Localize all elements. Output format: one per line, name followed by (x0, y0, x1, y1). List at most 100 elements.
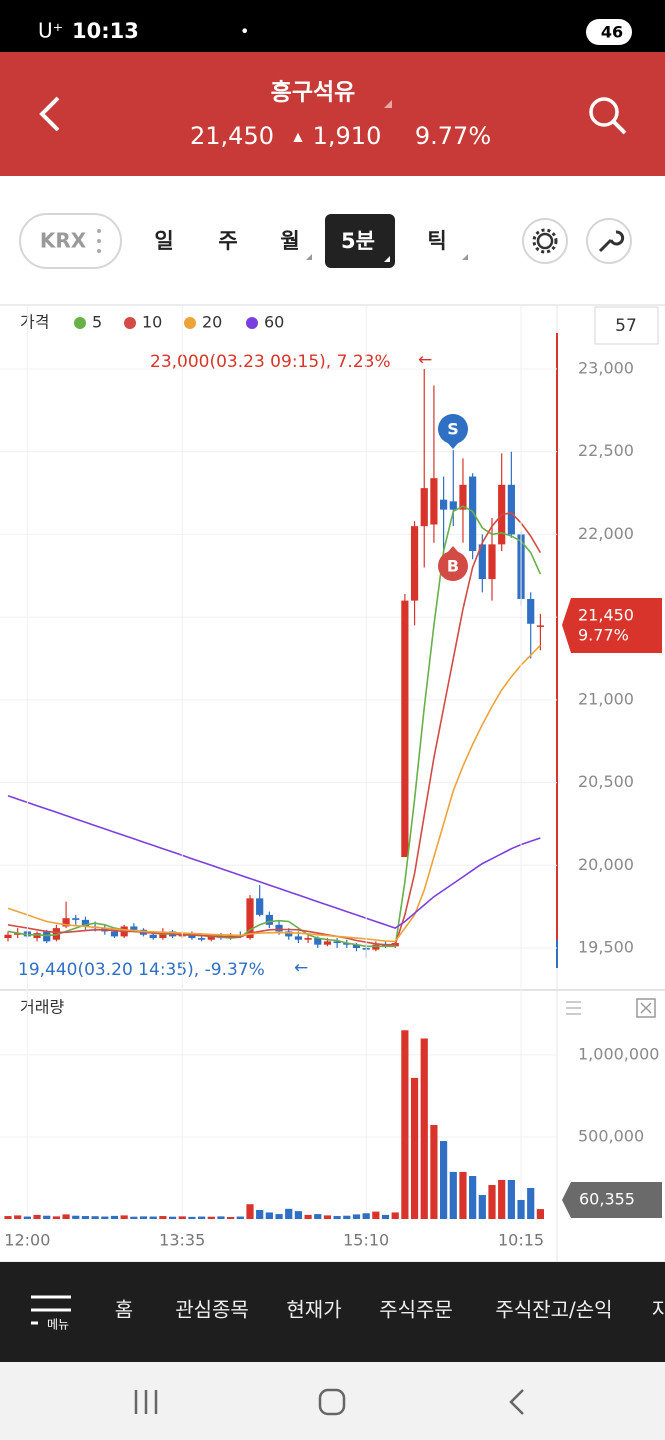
sell-signal (438, 414, 468, 444)
nav-item[interactable]: 관심종목 (175, 1298, 249, 1322)
volume-bar (62, 1214, 70, 1219)
search-icon (611, 119, 627, 135)
x-tick-label: 10:15 (498, 1231, 544, 1250)
period-tab[interactable]: 5분 (341, 229, 375, 253)
change-arrow: ▲ (293, 130, 303, 144)
candle-body (527, 598, 535, 624)
selected-tab-bg[interactable] (325, 214, 395, 268)
candle-body (81, 919, 90, 927)
header (0, 52, 665, 176)
volume-bar (488, 1185, 496, 1219)
legend-label: 60 (264, 313, 284, 332)
volume-bar (14, 1215, 22, 1219)
menu-icon[interactable] (31, 1295, 71, 1312)
candle-body (130, 926, 138, 930)
volume-bar (420, 1038, 428, 1219)
y-tick-label: 500,000 (578, 1126, 644, 1145)
volume-tag-text: 60,355 (579, 1190, 635, 1209)
y-tick-label: 1,000,000 (578, 1044, 659, 1063)
period-box[interactable] (594, 306, 659, 345)
high-annotation: 23,000(03.23 09:15), 7.23% (150, 352, 391, 372)
menu-icon[interactable] (566, 1001, 581, 1015)
candle-body (198, 938, 206, 940)
ma-line (7, 505, 542, 948)
period-tab[interactable]: 일 (154, 229, 173, 253)
status-bar (0, 0, 665, 52)
nav-item[interactable]: 현재가 (286, 1298, 341, 1322)
nav-item[interactable]: 자 (652, 1298, 665, 1322)
volume-bar (227, 1217, 235, 1219)
recents-button[interactable] (134, 1390, 158, 1414)
period-tab[interactable]: 월 (280, 229, 299, 253)
sell-signal (447, 442, 459, 449)
candle-body (420, 488, 428, 527)
volume-bar (372, 1211, 380, 1219)
volume-bar (159, 1216, 167, 1219)
volume-bar (265, 1212, 273, 1219)
volume-bar (314, 1214, 322, 1219)
volume-bar (333, 1216, 341, 1219)
period-tab[interactable]: 주 (218, 229, 237, 253)
volume-bar (449, 1171, 457, 1219)
back-button[interactable] (39, 96, 60, 132)
dots (97, 229, 101, 233)
candle-body (159, 931, 167, 939)
change: 1,910 (313, 122, 382, 150)
candle-body (14, 933, 22, 935)
candle-body (430, 478, 438, 525)
nav-item[interactable]: 주식잔고/손익 (495, 1298, 612, 1322)
candle-body (72, 918, 80, 920)
candle-body (459, 484, 467, 510)
volume-bar (459, 1171, 467, 1219)
close-pane[interactable] (636, 998, 656, 1018)
low-arrow: ← (294, 958, 308, 978)
candle-body (52, 928, 60, 940)
volume-bar (23, 1216, 31, 1219)
period-tab[interactable]: 틱 (427, 229, 446, 253)
volume-bar (139, 1216, 148, 1219)
legend-label: 10 (142, 313, 162, 332)
volume-bar (352, 1214, 361, 1219)
search-button[interactable] (589, 97, 627, 135)
volume-bar (236, 1216, 244, 1219)
nav-item[interactable]: 주식주문 (379, 1298, 453, 1322)
clock: 10:13 (72, 19, 139, 43)
period-box-text[interactable]: 57 (615, 316, 637, 336)
dropdown-icon (384, 100, 392, 108)
candle-body (323, 941, 332, 945)
y-tick-label: 19,500 (578, 937, 634, 956)
y-tick-label: 20,500 (578, 772, 634, 791)
menu-label[interactable]: 메뉴 (47, 1318, 69, 1332)
tab-corner (462, 254, 468, 260)
candle-body (265, 914, 273, 925)
exchange-pill[interactable] (19, 213, 122, 269)
volume-bar (91, 1216, 99, 1219)
gear-icon (532, 228, 558, 254)
legend-title: 가격 (20, 313, 49, 332)
ma-line (7, 644, 541, 943)
plot: 19,50020,00020,50021,00021,50022,00022,5… (0, 305, 659, 1250)
nav-item[interactable]: 홈 (115, 1298, 133, 1322)
home-button[interactable] (318, 1388, 346, 1416)
volume-bar (81, 1216, 90, 1219)
legend-dot (184, 317, 196, 329)
stock-name[interactable]: 흥구석유 (271, 80, 356, 106)
volume-bar (391, 1212, 399, 1219)
volume-bar (323, 1215, 332, 1219)
candle-body (488, 544, 496, 580)
dot: • (240, 22, 249, 41)
volume-bar (217, 1216, 225, 1219)
candle-body (149, 934, 157, 939)
candle-body (256, 898, 264, 915)
back-system-button[interactable] (509, 1389, 524, 1415)
candle-body (478, 544, 486, 580)
volume-bar (4, 1216, 12, 1219)
volume-tag (562, 1182, 662, 1218)
change-rate: 9.77% (415, 122, 491, 150)
exchange[interactable]: KRX (40, 229, 87, 253)
settings-button[interactable] (522, 218, 568, 264)
volume-bar (294, 1211, 302, 1219)
volume-bar (275, 1214, 283, 1219)
volume-bar (43, 1215, 51, 1219)
